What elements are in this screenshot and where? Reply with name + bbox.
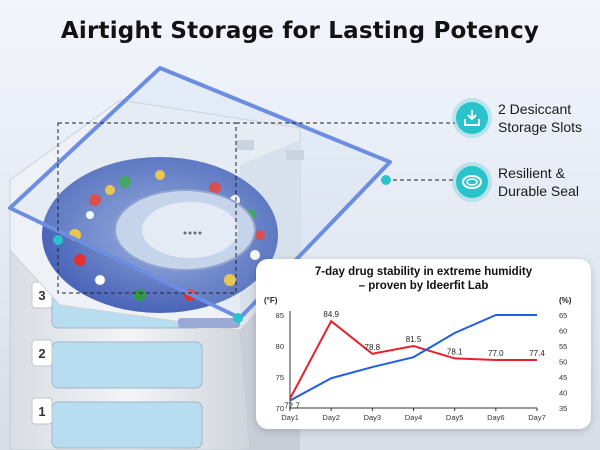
x-tick-label: Day6 (487, 413, 505, 422)
left-tick-label: 85 (276, 311, 284, 320)
x-tick-label: Day7 (528, 413, 546, 422)
stability-chart-card: 7-day drug stability in extreme humidity… (256, 259, 591, 429)
right-axis-unit: (%) (559, 296, 572, 305)
pills (69, 170, 265, 301)
seal-marker (381, 175, 391, 185)
tray-window (51, 341, 203, 389)
x-tick-label: Day3 (364, 413, 382, 422)
x-tick-label: Day2 (322, 413, 340, 422)
right-tick-label: 65 (559, 311, 567, 320)
desiccant-callout-box (57, 122, 237, 294)
stability-line-chart: (°F) (%) 70 75 80 85 35 40 45 50 55 60 65 Day1 Day2 Day… (264, 296, 572, 422)
right-tick-label: 55 (559, 342, 567, 351)
top-compartment (9, 99, 304, 331)
center-cap (142, 202, 238, 258)
left-tick-label: 80 (276, 342, 284, 351)
data-label: 81.5 (406, 335, 422, 344)
tray-window (51, 401, 203, 449)
temperature-series-line (289, 314, 537, 402)
feature-desiccant: 2 Desiccant Storage Slots (456, 100, 598, 136)
chart-title: 7-day drug stability in extreme humidity… (256, 265, 591, 293)
data-label: 84.9 (323, 310, 339, 319)
feature-seal: Resilient & Durable Seal (456, 164, 598, 200)
page-title: Airtight Storage for Lasting Potency (60, 18, 540, 44)
data-label: 78.8 (365, 343, 381, 352)
data-label: 77.4 (529, 349, 545, 358)
tray-number: 1 (38, 404, 45, 419)
desiccant-tray-icon (456, 102, 488, 134)
tray-tab[interactable] (31, 339, 53, 367)
right-tick-label: 60 (559, 327, 567, 336)
transparent-lid[interactable] (8, 66, 392, 320)
seal-ring-icon (456, 166, 488, 198)
feature-line: 2 Desiccant (498, 101, 572, 117)
right-tick-label: 35 (559, 404, 567, 413)
feature-line: Storage Slots (498, 119, 583, 135)
right-tick-label: 45 (559, 373, 567, 382)
data-label: 78.1 (447, 347, 463, 356)
tray-tab[interactable] (31, 397, 53, 425)
left-tick-label: 75 (276, 373, 284, 382)
tray-number: 2 (38, 346, 45, 361)
x-tick-label: Day5 (446, 413, 464, 422)
left-axis-unit: (°F) (264, 296, 278, 305)
tray-number: 3 (38, 288, 45, 303)
seal-marker (233, 313, 243, 323)
vent-strip (178, 318, 240, 328)
seal-marker (53, 235, 63, 245)
chart-title-line: – proven by Ideerfit Lab (358, 280, 489, 292)
x-tick-label: Day4 (405, 413, 423, 422)
data-label: 72.7 (284, 402, 300, 411)
humidity-series-line (289, 319, 537, 400)
x-tick-label: Day1 (281, 413, 299, 422)
right-tick-label: 40 (559, 389, 567, 398)
data-label: 77.0 (488, 349, 504, 358)
left-tick-label: 70 (276, 404, 284, 413)
chart-title-line: 7-day drug stability in extreme humidity (314, 266, 533, 278)
right-tick-label: 50 (559, 358, 567, 367)
feature-line: Durable Seal (498, 183, 579, 199)
feature-line: Resilient & (498, 165, 565, 181)
